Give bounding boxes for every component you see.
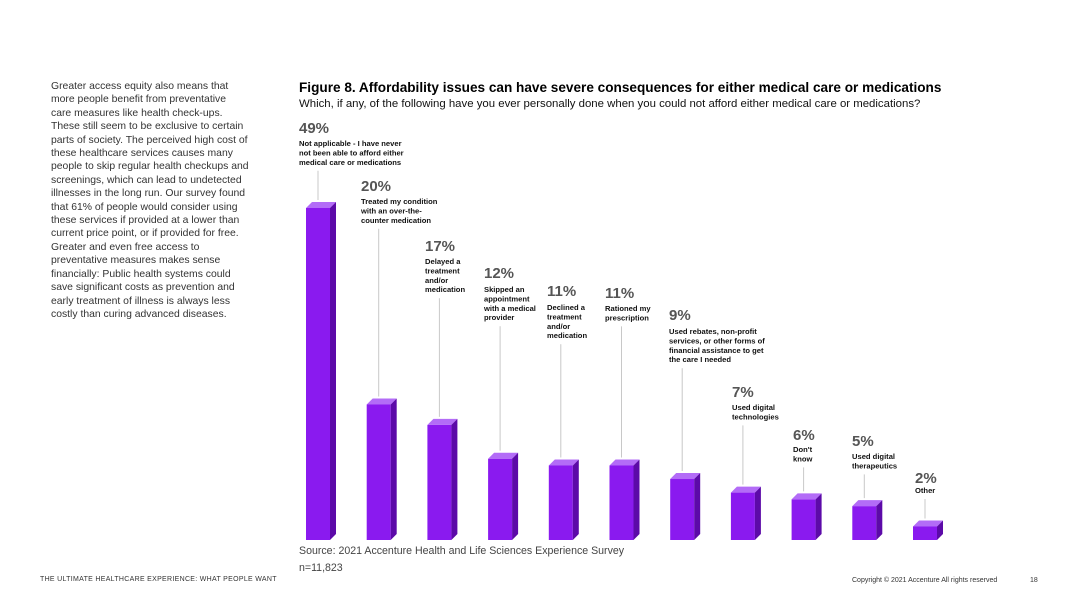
bar [306, 208, 330, 540]
bar-top [852, 500, 883, 507]
bar [427, 424, 452, 540]
category-label: provider [484, 313, 514, 322]
category-label: with an over-the- [360, 206, 422, 215]
category-label: Other [915, 486, 935, 495]
category-label: medication [425, 285, 465, 294]
category-label: services, or other forms of [669, 336, 765, 345]
bar-side [330, 202, 336, 540]
bar-side [633, 459, 640, 540]
bar-top [306, 202, 336, 208]
bar-top [609, 459, 640, 466]
bar [913, 526, 937, 540]
source-note: Source: 2021 Accenture Health and Life S… [299, 545, 625, 557]
category-label: and/or [425, 276, 448, 285]
bar-side [572, 459, 579, 540]
value-label: 20% [361, 178, 391, 195]
category-label: Used digital [852, 452, 895, 461]
category-label: Treated my condition [361, 197, 438, 206]
value-label: 5% [852, 433, 874, 450]
value-label: 9% [669, 307, 691, 324]
category-label: the care I needed [669, 355, 731, 364]
category-label: Don't [793, 445, 813, 454]
category-label: prescription [605, 313, 649, 322]
bar-side [694, 473, 701, 540]
category-label: Used digital [732, 403, 775, 412]
value-label: 11% [547, 283, 576, 300]
bar-group: 2%Other [913, 470, 943, 540]
category-label: Skipped an [484, 285, 525, 294]
bar [852, 506, 877, 540]
category-label: counter medication [361, 216, 431, 225]
value-label: 7% [732, 384, 754, 401]
category-label: with a medical [483, 304, 536, 313]
bar [791, 499, 816, 540]
category-label: technologies [732, 412, 779, 421]
category-label: medical care or medications [299, 158, 401, 167]
category-label: Not applicable - I have never [299, 139, 402, 148]
value-label: 17% [425, 238, 455, 255]
category-label: financial assistance to get [669, 346, 764, 355]
category-label: medication [547, 331, 587, 340]
value-label: 49% [299, 120, 329, 137]
category-label: not been able to afford either [299, 148, 404, 157]
bar-side [754, 486, 761, 540]
category-label: know [793, 454, 813, 463]
bar-top [366, 398, 397, 405]
value-label: 6% [793, 427, 815, 444]
bar-top [670, 473, 701, 480]
category-label: and/or [547, 322, 570, 331]
bar-side [937, 520, 943, 540]
bar-side [876, 500, 883, 540]
page-number: 18 [1030, 577, 1038, 584]
bar-side [815, 493, 822, 540]
bar-top [791, 493, 822, 500]
bar-top [913, 520, 943, 527]
category-label: Delayed a [425, 257, 461, 266]
bar-top [427, 418, 458, 425]
value-label: 11% [605, 285, 634, 302]
category-label: treatment [425, 266, 460, 275]
bar-top [730, 486, 761, 493]
category-label: appointment [484, 294, 530, 303]
bar [609, 465, 634, 540]
bar-top [548, 459, 579, 466]
category-label: Rationed my [605, 304, 651, 313]
bar [730, 492, 755, 540]
body-paragraph: Greater access equity also means that mo… [51, 81, 249, 320]
value-label: 2% [915, 470, 937, 487]
bar-side [390, 398, 397, 540]
category-label: Used rebates, non-profit [669, 327, 757, 336]
category-label: treatment [547, 312, 582, 321]
bar-top [488, 452, 519, 459]
figure-title: Figure 8. Affordability issues can have … [299, 80, 942, 95]
bar-side [512, 452, 519, 540]
bar [366, 404, 391, 540]
footer-document-title: THE ULTIMATE HEALTHCARE EXPERIENCE: WHAT… [40, 576, 277, 583]
bar [488, 458, 513, 540]
bar [670, 479, 695, 540]
footer-copyright: Copyright © 2021 Accenture All rights re… [852, 577, 998, 584]
category-label: Declined a [547, 303, 586, 312]
bar [548, 465, 573, 540]
figure-subtitle: Which, if any, of the following have you… [299, 98, 921, 110]
category-label: therapeutics [852, 461, 897, 470]
value-label: 12% [484, 265, 514, 282]
sample-size: n=11,823 [299, 562, 343, 574]
bar-side [451, 418, 458, 540]
